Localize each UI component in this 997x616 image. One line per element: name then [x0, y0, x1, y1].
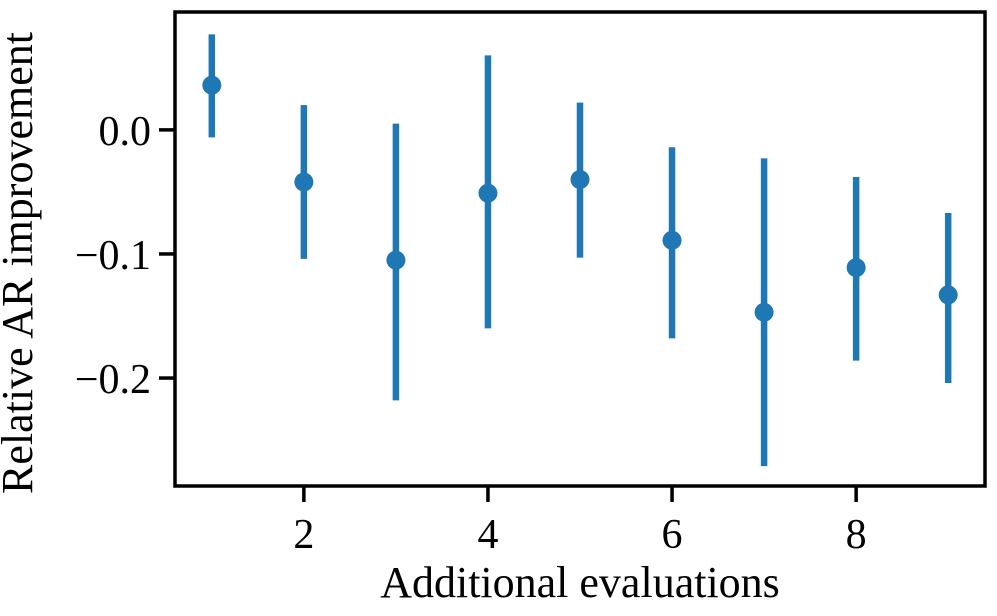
data-point	[662, 230, 682, 250]
data-point	[294, 172, 314, 192]
x-axis-label: Additional evaluations	[380, 558, 780, 607]
x-tick-label: 2	[293, 512, 314, 558]
data-point	[478, 183, 498, 203]
data-point	[846, 258, 866, 278]
x-tick-label: 6	[662, 512, 683, 558]
data-point	[202, 75, 222, 95]
data-point	[570, 170, 590, 190]
x-tick-label: 8	[846, 512, 867, 558]
x-tick-label: 4	[477, 512, 498, 558]
y-axis-label: Relative AR improvement	[0, 32, 42, 494]
y-tick-label: −0.2	[75, 357, 151, 403]
plot-frame	[173, 10, 987, 488]
y-tick-label: 0.0	[99, 109, 152, 155]
data-point	[938, 285, 958, 305]
data-point	[386, 250, 406, 270]
plot-area: 2 4 6 8 0.0 −0.1 −0.2	[75, 10, 987, 558]
y-tick-label: −0.1	[75, 233, 151, 279]
data-point	[754, 302, 774, 322]
